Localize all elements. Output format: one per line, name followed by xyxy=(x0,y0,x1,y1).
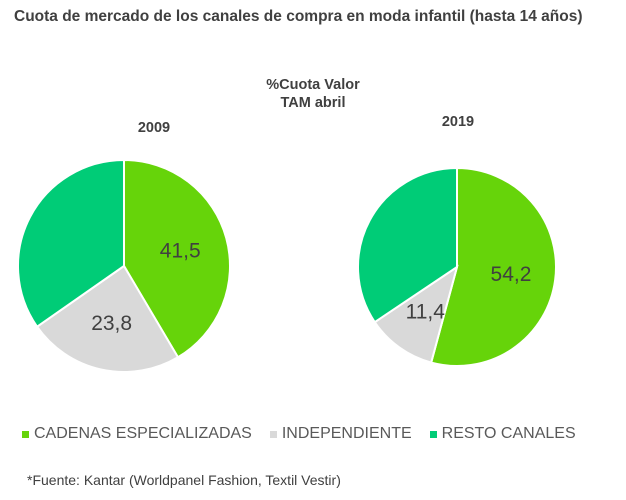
pie-slice-2019-0 xyxy=(429,166,557,367)
data-label: 41,5 xyxy=(160,240,201,263)
pie-slice-2009-1 xyxy=(35,264,180,373)
data-label: 23,8 xyxy=(91,312,132,335)
legend-item-resto: RESTO CANALES xyxy=(429,425,576,443)
legend-label: CADENAS ESPECIALIZADAS xyxy=(34,425,252,442)
pie-slice-2009-2 xyxy=(17,158,125,329)
chart-subtitle-1: %Cuota Valor xyxy=(266,77,360,93)
legend-label: RESTO CANALES xyxy=(441,425,576,442)
legend-swatch xyxy=(269,430,277,438)
data-label: 54,2 xyxy=(491,263,532,286)
legend-item-independiente: INDEPENDIENTE xyxy=(269,425,412,443)
pie-slice-2019-1 xyxy=(373,264,459,364)
legend-item-cadenas: CADENAS ESPECIALIZADAS xyxy=(22,425,252,443)
pie-slice-2019-2 xyxy=(357,166,458,324)
legend: CADENAS ESPECIALIZADAS INDEPENDIENTE RES… xyxy=(22,425,576,443)
legend-label: INDEPENDIENTE xyxy=(281,425,412,442)
chart-title: Cuota de mercado de los canales de compr… xyxy=(14,8,583,25)
pie-title-2009: 2009 xyxy=(137,120,171,136)
chart-subtitle-2: TAM abril xyxy=(280,95,346,111)
legend-swatch xyxy=(22,430,29,438)
pie-slice-2009-0 xyxy=(123,158,231,359)
legend-swatch xyxy=(429,430,437,438)
data-label: 11,4 xyxy=(406,300,446,323)
source-note: *Fuente: Kantar (Worldpanel Fashion, Tex… xyxy=(27,472,341,488)
pie-title-2019: 2019 xyxy=(441,114,475,130)
